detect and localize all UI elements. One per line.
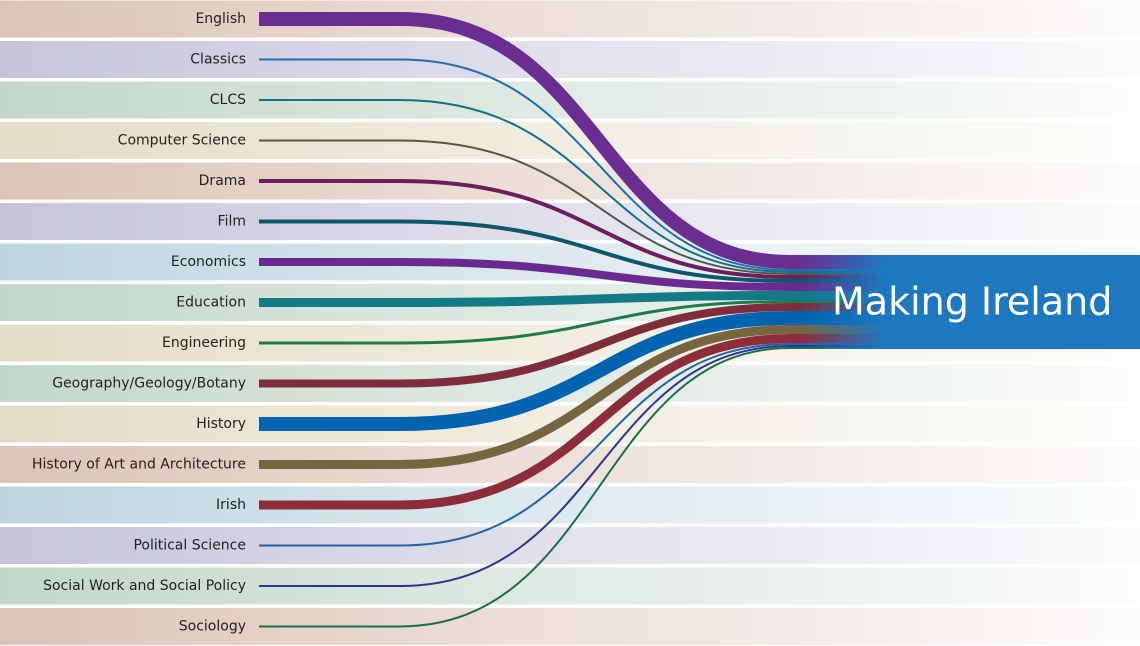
source-label: History bbox=[196, 416, 246, 432]
source-label: Social Work and Social Policy bbox=[43, 578, 246, 594]
flow bbox=[259, 139, 900, 275]
flow bbox=[259, 179, 900, 279]
source-label: Political Science bbox=[133, 538, 246, 554]
row-band bbox=[0, 203, 1140, 240]
flow bbox=[259, 303, 900, 388]
source-label: Education bbox=[176, 295, 246, 311]
source-label: English bbox=[195, 11, 246, 27]
row-band bbox=[0, 41, 1140, 78]
flow bbox=[259, 325, 900, 469]
row-band bbox=[0, 122, 1140, 159]
row-band bbox=[0, 446, 1140, 483]
source-label: History of Art and Architecture bbox=[32, 457, 246, 473]
source-label: Film bbox=[218, 214, 246, 230]
flow bbox=[259, 343, 900, 547]
row-band bbox=[0, 162, 1140, 200]
flow bbox=[259, 58, 900, 271]
flow bbox=[259, 12, 900, 269]
flow bbox=[259, 345, 900, 587]
flow bbox=[259, 219, 900, 283]
source-label: Geography/Geology/Botany bbox=[52, 376, 246, 392]
flow bbox=[259, 99, 900, 273]
source-label: Sociology bbox=[179, 619, 246, 635]
source-label: Classics bbox=[190, 52, 246, 68]
source-label: Engineering bbox=[162, 335, 246, 351]
row-band bbox=[0, 486, 1140, 524]
row-band bbox=[0, 567, 1140, 605]
flow bbox=[259, 347, 900, 628]
row-band bbox=[0, 608, 1140, 645]
flow bbox=[259, 258, 900, 291]
source-label: Irish bbox=[216, 497, 246, 513]
row-band bbox=[0, 527, 1140, 564]
flow bbox=[259, 311, 900, 431]
target-label: Making Ireland bbox=[832, 280, 1112, 324]
target-bar bbox=[800, 255, 1140, 349]
source-label: Economics bbox=[171, 254, 246, 270]
source-label: CLCS bbox=[210, 92, 246, 108]
source-label: Computer Science bbox=[118, 133, 246, 149]
flow bbox=[259, 291, 900, 307]
flow bbox=[259, 334, 900, 510]
flow bbox=[259, 300, 900, 345]
source-label: Drama bbox=[199, 173, 246, 189]
row-band bbox=[0, 0, 1140, 38]
